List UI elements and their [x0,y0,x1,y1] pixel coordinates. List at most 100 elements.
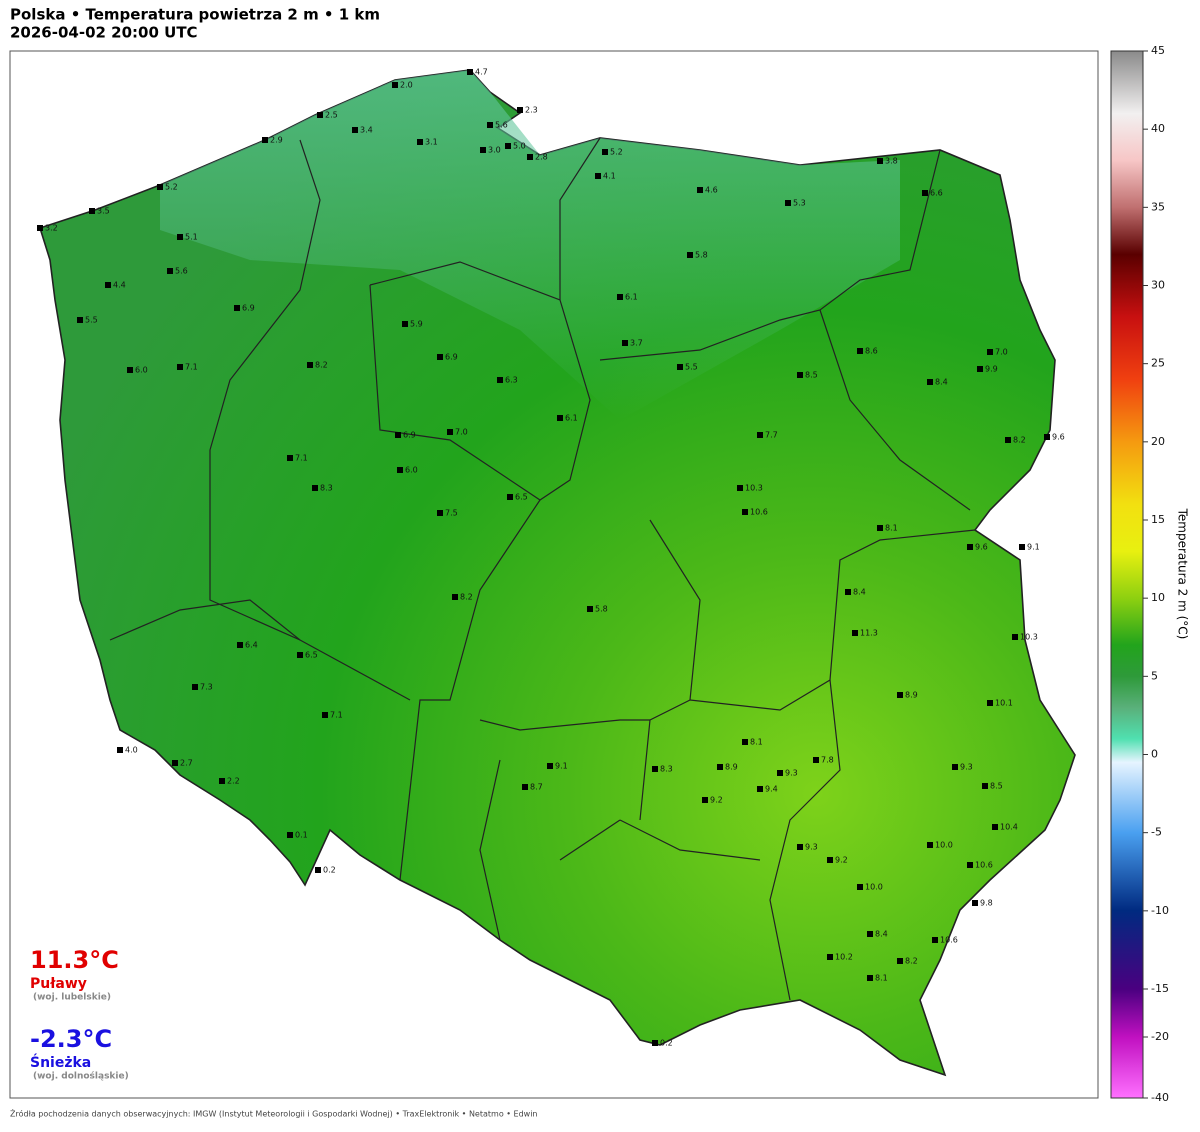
station-marker [507,494,513,500]
station-marker [157,184,163,190]
station-value: 5.5 [685,363,698,372]
station-marker [982,783,988,789]
station-marker [219,778,225,784]
station-marker [987,700,993,706]
station-value: 8.1 [885,524,898,533]
min-region: (woj. dolnośląskie) [33,1071,129,1082]
station-value: 0.2 [323,866,336,875]
station-value: 8.7 [530,783,543,792]
colorbar-tick-label: -5 [1151,826,1162,839]
station-marker [557,415,563,421]
station-marker [1019,544,1025,550]
station-marker [977,366,983,372]
station-marker [785,200,791,206]
station-marker [480,147,486,153]
station-marker [505,143,511,149]
station-value: 10.6 [940,936,958,945]
station-marker [587,606,593,612]
station-value: 5.1 [185,233,198,242]
station-value: 6.9 [445,353,458,362]
max-value: 11.3°C [30,946,119,974]
station-value: 10.6 [750,508,768,517]
station-value: 8.5 [990,782,1003,791]
station-value: 10.4 [1000,823,1018,832]
station-marker [177,364,183,370]
station-marker [287,455,293,461]
station-marker [89,208,95,214]
station-marker [702,797,708,803]
station-marker [322,712,328,718]
station-value: 8.3 [660,765,673,774]
station-value: 11.3 [860,629,878,638]
station-marker [312,485,318,491]
station-marker [927,842,933,848]
station-value: 9.6 [1052,433,1065,442]
station-value: 2.9 [270,136,283,145]
station-value: 2.8 [535,153,548,162]
station-marker [352,127,358,133]
station-marker [497,377,503,383]
station-value: 9.3 [960,763,973,772]
station-marker [972,900,978,906]
station-value: 5.9 [410,320,423,329]
station-marker [602,149,608,155]
station-marker [797,372,803,378]
station-value: 9.9 [985,365,998,374]
station-marker [467,69,473,75]
station-value: 7.3 [200,683,213,692]
station-value: 2.3 [525,106,538,115]
station-value: 8.2 [1013,436,1026,445]
station-marker [262,137,268,143]
station-marker [417,139,423,145]
station-value: 10.1 [995,699,1013,708]
station-value: 8.2 [315,361,328,370]
colorbar-tick-label: -40 [1151,1091,1169,1104]
station-value: 9.4 [765,785,778,794]
station-value: 7.1 [185,363,198,372]
station-value: 10.2 [835,953,853,962]
station-value: 10.0 [865,883,883,892]
station-value: 4.0 [125,746,138,755]
station-value: 6.4 [245,641,258,650]
station-value: 3.4 [360,126,373,135]
station-marker [697,187,703,193]
station-marker [522,784,528,790]
station-marker [487,122,493,128]
station-value: 8.4 [935,378,948,387]
station-marker [813,757,819,763]
max-place: Puławy [30,976,87,992]
station-marker [315,867,321,873]
colorbar-label: Temperatura 2 m (°C) [1176,508,1190,640]
station-marker [987,349,993,355]
station-value: 4.6 [705,186,718,195]
station-value: 7.0 [455,428,468,437]
station-marker [827,954,833,960]
station-marker [852,630,858,636]
station-value: 5.2 [610,148,623,157]
station-marker [742,509,748,515]
station-marker [395,432,401,438]
station-marker [167,268,173,274]
footer: Źródła pochodzenia danych obserwacyjnych… [10,1108,538,1119]
station-value: 7.5 [445,509,458,518]
station-marker [234,305,240,311]
station-value: 7.7 [765,431,778,440]
station-marker [117,747,123,753]
station-marker [742,739,748,745]
station-value: 5.8 [595,605,608,614]
station-marker [517,107,523,113]
station-marker [297,652,303,658]
station-value: 3.0 [488,146,501,155]
station-value: 5.5 [85,316,98,325]
colorbar-scale [1110,50,1144,1099]
station-value: 10.3 [745,484,763,493]
station-marker [877,158,883,164]
station-value: 10.0 [935,841,953,850]
title: Polska • Temperatura powietrza 2 m • 1 k… [10,6,380,24]
station-value: 0.1 [295,831,308,840]
station-value: 9.8 [980,899,993,908]
station-value: 8.2 [460,593,473,602]
station-value: 9.1 [555,762,568,771]
station-value: 9.3 [785,769,798,778]
station-marker [452,594,458,600]
